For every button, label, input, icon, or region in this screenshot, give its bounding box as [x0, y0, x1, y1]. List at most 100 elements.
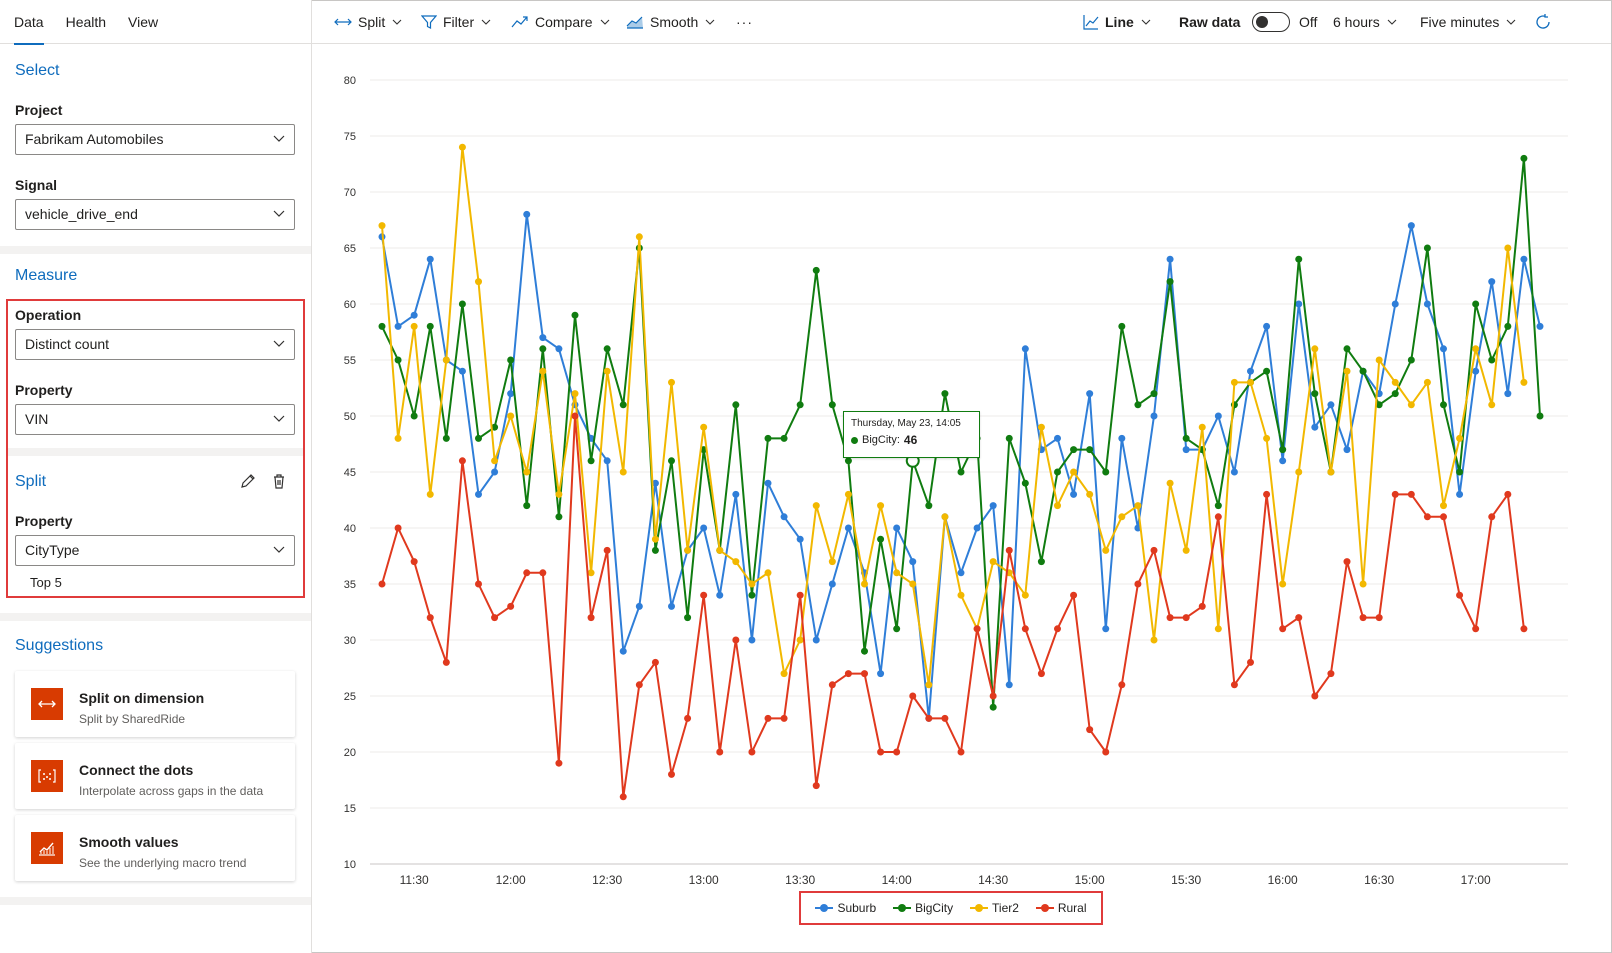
data-point	[571, 390, 579, 398]
tab-health[interactable]: Health	[65, 14, 107, 30]
y-tick-label: 15	[344, 803, 356, 815]
data-point	[1247, 378, 1254, 386]
data-point	[603, 546, 611, 554]
data-point	[1086, 726, 1094, 734]
data-point	[475, 278, 482, 286]
data-point	[1440, 401, 1447, 409]
data-point	[1343, 558, 1351, 566]
data-point	[1359, 367, 1367, 375]
data-point	[619, 793, 627, 801]
data-point	[1488, 401, 1496, 409]
data-point	[442, 658, 450, 666]
data-point	[1391, 300, 1399, 308]
suggestion-card-connect[interactable]: Connect the dots Interpolate across gaps…	[15, 743, 295, 809]
data-point	[780, 513, 788, 521]
data-point	[1456, 468, 1464, 476]
data-point	[941, 390, 949, 398]
data-point	[957, 591, 965, 599]
x-tick-label: 14:30	[978, 873, 1008, 887]
data-point	[861, 670, 868, 678]
data-point	[1021, 591, 1029, 599]
x-tick-label: 13:00	[689, 873, 719, 887]
data-point	[668, 378, 675, 386]
y-tick-label: 70	[344, 187, 356, 199]
data-point	[1311, 692, 1319, 700]
suggestion-card-smooth[interactable]: Smooth values See the underlying macro t…	[15, 815, 295, 881]
data-point	[539, 367, 547, 375]
line-chart[interactable]: 10 15 20 25 30 35 40 45 50 55 60 65 70 75 80 11:30 12:00…	[312, 44, 1611, 952]
filter-button[interactable]: Filter	[421, 0, 492, 44]
signal-label: Signal	[15, 177, 58, 193]
signal-dropdown[interactable]: vehicle_drive_end	[15, 199, 295, 230]
data-point	[1536, 322, 1544, 330]
sidebar: Data Health View Select Project Fabrikam…	[0, 0, 312, 953]
legend-item-rural[interactable]: Rural	[1035, 901, 1087, 915]
refresh-icon[interactable]	[1534, 13, 1552, 31]
data-point	[426, 255, 434, 263]
property-dropdown[interactable]: VIN	[15, 404, 295, 435]
data-point	[1054, 625, 1061, 633]
data-point	[619, 401, 627, 409]
data-point	[1327, 401, 1335, 409]
split-button[interactable]: Split	[334, 0, 403, 44]
data-point	[587, 569, 595, 577]
chevron-down-icon	[273, 340, 285, 347]
section-divider	[8, 448, 303, 456]
section-divider	[0, 246, 311, 254]
data-point	[1247, 367, 1254, 375]
data-point	[732, 401, 740, 409]
chevron-down-icon	[273, 415, 285, 422]
data-point	[1005, 434, 1013, 442]
delete-icon[interactable]	[269, 471, 289, 491]
y-tick-label: 60	[344, 299, 356, 311]
data-point	[973, 524, 981, 532]
data-point	[1440, 345, 1447, 353]
data-point	[1279, 580, 1287, 588]
data-point	[1054, 502, 1061, 510]
chevron-down-icon	[273, 210, 285, 217]
x-tick-label: 12:30	[592, 873, 622, 887]
data-point	[442, 434, 450, 442]
x-tick-label: 15:30	[1171, 873, 1201, 887]
compare-button[interactable]: Compare	[511, 0, 611, 44]
data-point	[925, 681, 933, 689]
data-point	[1166, 255, 1174, 263]
legend-item-suburb[interactable]: Suburb	[815, 901, 876, 915]
data-point	[410, 322, 418, 330]
tab-view[interactable]: View	[128, 14, 159, 30]
data-point	[458, 367, 466, 375]
data-point	[1311, 390, 1319, 398]
granularity-dropdown[interactable]: Five minutes	[1420, 0, 1517, 44]
tab-data[interactable]: Data	[14, 0, 44, 45]
project-dropdown[interactable]: Fabrikam Automobiles	[15, 124, 295, 155]
data-point	[844, 490, 852, 498]
top-n-label[interactable]: Top 5	[30, 575, 62, 590]
legend-item-bigcity[interactable]: BigCity	[893, 901, 953, 915]
data-point	[909, 558, 917, 566]
data-point	[1198, 423, 1206, 431]
data-point	[1070, 490, 1078, 498]
operation-dropdown[interactable]: Distinct count	[15, 329, 295, 360]
more-options-button[interactable]: ···	[736, 14, 753, 30]
data-point	[1230, 378, 1238, 386]
data-point	[989, 692, 997, 700]
legend-item-tier2[interactable]: Tier2	[970, 901, 1019, 915]
data-point	[603, 457, 611, 465]
edit-icon[interactable]	[238, 471, 258, 491]
chart-tooltip: Thursday, May 23, 14:05 BigCity: 46	[843, 411, 980, 458]
data-point	[539, 569, 547, 577]
suggestion-card-split[interactable]: Split on dimension Split by SharedRide	[15, 671, 295, 737]
data-point	[475, 580, 482, 588]
data-point	[1118, 434, 1126, 442]
split-arrows-icon	[334, 18, 352, 26]
data-point	[828, 401, 836, 409]
highlight-box	[6, 299, 305, 598]
raw-data-toggle[interactable]	[1252, 12, 1290, 32]
data-point	[1295, 614, 1303, 622]
smooth-button[interactable]: Smooth	[626, 0, 716, 44]
measure-section-title: Measure	[15, 267, 78, 284]
chart-type-dropdown[interactable]: Line	[1083, 0, 1152, 44]
split-property-dropdown[interactable]: CityType	[15, 535, 295, 566]
data-point	[957, 569, 965, 577]
time-range-dropdown[interactable]: 6 hours	[1333, 0, 1398, 44]
